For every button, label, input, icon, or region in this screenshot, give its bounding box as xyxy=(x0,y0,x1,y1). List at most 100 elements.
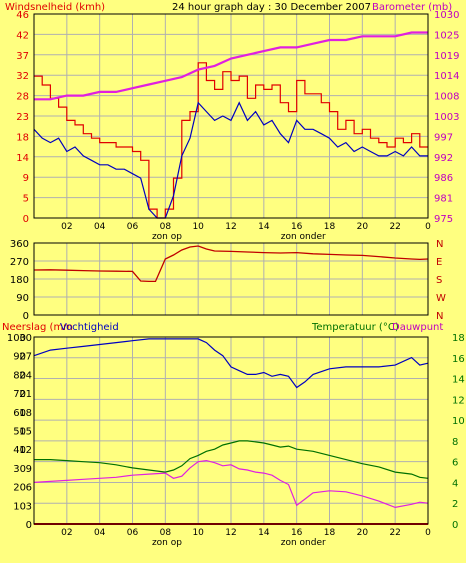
wind-sunrise-label: zon op xyxy=(152,232,182,242)
climate-sunset-label: zon onder xyxy=(281,538,326,548)
climate-x-tick-label: 20 xyxy=(357,528,369,538)
humidity-y-tick-label: 40 xyxy=(13,445,26,456)
humidity-y-tick-label: 10 xyxy=(13,501,26,512)
climate-x-tick-label: 06 xyxy=(127,528,139,538)
climate-x-tick-label: 22 xyxy=(389,528,400,538)
direction-y-tick-label: 360 xyxy=(10,239,29,250)
wind-y-tick-label: 46 xyxy=(16,10,29,21)
wind-sunset-label: zon onder xyxy=(281,232,326,242)
humidity-y-tick-label: 60 xyxy=(13,408,26,419)
climate-x-tick-label: 04 xyxy=(94,528,106,538)
wind-speed-axis-title: Windsnelheid (kmh) xyxy=(5,2,105,13)
humidity-y-tick-label: 80 xyxy=(13,370,26,381)
compass-tick-label: S xyxy=(436,275,442,286)
wind-x-tick-label: 20 xyxy=(357,222,369,232)
direction-y-tick-label: 270 xyxy=(10,257,29,268)
climate-x-tick-label: 16 xyxy=(291,528,303,538)
direction-panel-frame xyxy=(33,242,429,316)
wind-x-tick-label: 06 xyxy=(127,222,139,232)
wind-y-tick-label: 18 xyxy=(16,132,29,143)
barometer-y-tick-label: 1025 xyxy=(434,30,459,41)
compass-tick-label: N xyxy=(436,239,443,250)
direction-y-tick-label: 0 xyxy=(23,311,29,322)
wind-x-tick-label: 14 xyxy=(258,222,270,232)
barometer-y-tick-label: 986 xyxy=(434,173,453,184)
climate-x-tick-label: 12 xyxy=(225,528,236,538)
humidity-y-tick-label: 90 xyxy=(13,352,26,363)
wind-x-tick-label: 08 xyxy=(160,222,172,232)
temperature-y-tick-label: 18 xyxy=(452,333,465,344)
wind-x-tick-label: 22 xyxy=(389,222,400,232)
climate-x-tick-label: 08 xyxy=(160,528,172,538)
temperature-axis-title: Temperatuur (°C) xyxy=(311,322,399,333)
wind-y-tick-label: 5 xyxy=(23,194,29,205)
rain-y-tick-label: 18 xyxy=(19,408,32,419)
barometer-axis-title: Barometer (mb) xyxy=(372,2,452,13)
wind-x-tick-label: 04 xyxy=(94,222,106,232)
rain-y-tick-label: 6 xyxy=(26,483,32,494)
wind-direction-line xyxy=(33,245,429,283)
rain-y-tick-label: 0 xyxy=(26,520,32,531)
humidity-y-tick-label: 70 xyxy=(13,389,26,400)
dewpoint-line xyxy=(33,459,429,509)
rain-y-tick-label: 21 xyxy=(19,389,32,400)
wind-x-tick-label: 0 xyxy=(425,222,431,232)
wind-y-tick-label: 37 xyxy=(16,51,29,62)
humidity-axis-title: Vochtigheid xyxy=(60,322,119,333)
wind-x-tick-label: 02 xyxy=(61,222,72,232)
barometer-y-tick-label: 1030 xyxy=(434,10,459,21)
humidity-y-tick-label: 50 xyxy=(13,427,26,438)
wind-y-tick-label: 42 xyxy=(16,30,29,41)
humidity-line xyxy=(33,338,429,389)
rain-y-tick-label: 3 xyxy=(26,501,32,512)
temperature-y-tick-label: 4 xyxy=(452,478,458,489)
compass-tick-label: W xyxy=(436,293,446,304)
humidity-y-tick-label: 20 xyxy=(13,483,26,494)
barometer-y-tick-label: 1014 xyxy=(434,71,459,82)
barometer-y-tick-label: 1003 xyxy=(434,112,459,123)
wind-panel-frame xyxy=(33,13,429,219)
compass-tick-label: E xyxy=(436,257,442,268)
climate-x-tick-label: 18 xyxy=(324,528,336,538)
climate-x-tick-label: 10 xyxy=(192,528,204,538)
wind-avg-line xyxy=(33,101,428,219)
humidity-y-tick-label: 30 xyxy=(13,464,26,475)
temperature-y-tick-label: 6 xyxy=(452,458,458,469)
temperature-y-tick-label: 2 xyxy=(452,499,458,510)
wind-y-tick-label: 14 xyxy=(16,153,29,164)
barometer-y-tick-label: 981 xyxy=(434,194,453,205)
wind-y-tick-label: 28 xyxy=(16,92,29,103)
climate-sunrise-label: zon op xyxy=(152,538,182,548)
barometer-y-tick-label: 1008 xyxy=(434,92,459,103)
direction-y-tick-label: 180 xyxy=(10,275,29,286)
wind-y-tick-label: 0 xyxy=(23,214,29,225)
wind-y-tick-label: 23 xyxy=(16,112,29,123)
temperature-y-tick-label: 16 xyxy=(452,354,465,365)
rain-y-tick-label: 27 xyxy=(19,352,32,363)
direction-y-tick-label: 90 xyxy=(16,293,29,304)
temperature-line xyxy=(34,440,429,479)
humidity-y-tick-label: 100 xyxy=(7,333,26,344)
chart-title: 24 hour graph day : 30 December 2007 xyxy=(172,2,371,13)
temperature-y-tick-label: 10 xyxy=(452,416,465,427)
climate-x-tick-label: 02 xyxy=(61,528,72,538)
wind-x-tick-label: 12 xyxy=(225,222,236,232)
barometer-y-tick-label: 975 xyxy=(434,214,453,225)
dewpoint-axis-title: Dauwpunt xyxy=(392,322,443,333)
rain-y-tick-label: 12 xyxy=(19,445,32,456)
wind-x-tick-label: 18 xyxy=(324,222,336,232)
compass-tick-label: N xyxy=(436,311,443,322)
temperature-y-tick-label: 8 xyxy=(452,437,458,448)
wind-x-tick-label: 10 xyxy=(192,222,204,232)
temperature-y-tick-label: 14 xyxy=(452,375,465,386)
barometer-line xyxy=(34,31,428,101)
barometer-y-tick-label: 997 xyxy=(434,132,453,143)
rain-axis-title: Neerslag (mm xyxy=(2,322,73,333)
wind-max-line xyxy=(34,62,428,219)
climate-x-tick-label: 0 xyxy=(425,528,431,538)
barometer-y-tick-label: 992 xyxy=(434,153,453,164)
rain-y-tick-label: 9 xyxy=(26,464,32,475)
wind-y-tick-label: 9 xyxy=(23,173,29,184)
